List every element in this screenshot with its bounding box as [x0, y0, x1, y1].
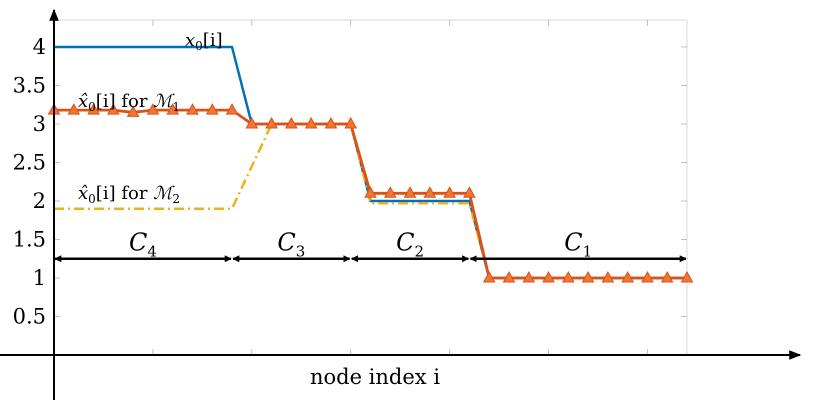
cluster-label: C4	[129, 229, 157, 261]
y-tick-label: 3.5	[13, 73, 46, 97]
series-m1-marker	[423, 186, 437, 198]
series-m1-marker	[304, 116, 318, 129]
series-m1-marker	[146, 103, 160, 115]
series-m1-marker	[561, 270, 575, 283]
y-tick-label: 2	[33, 189, 46, 213]
series-m1-marker	[265, 116, 278, 129]
series-m1-marker	[621, 270, 635, 283]
y-tick-label: 0.5	[13, 304, 46, 328]
x-axis-label: node index i	[310, 365, 440, 389]
series-labels: x0[i] x̂0[i] for ℳ1 x̂0[i] for ℳ2	[78, 30, 223, 206]
series-m1-marker	[601, 270, 615, 283]
y-tick-label: 1.5	[13, 227, 46, 251]
series-m1-marker	[581, 270, 595, 283]
series-m1-marker	[660, 270, 674, 283]
cluster-label: C3	[277, 229, 305, 261]
label-m2: x̂0[i] for ℳ2	[78, 183, 180, 206]
y-tick-label: 2.5	[13, 150, 46, 174]
series-m1-marker	[186, 103, 199, 115]
series-m1-marker	[126, 105, 140, 117]
series-m1-marker	[482, 270, 496, 283]
series-m1-marker	[324, 116, 338, 129]
series-m1-marker	[245, 116, 259, 129]
series-m1-marker	[166, 103, 180, 115]
series-m1-marker	[225, 103, 239, 115]
y-tick-label: 4	[33, 35, 46, 59]
series-m1-marker	[285, 116, 298, 129]
label-x0: x0[i]	[185, 30, 223, 53]
y-tick-label: 3	[33, 112, 46, 136]
series-m1-marker	[364, 186, 377, 198]
cluster-annotations: C4 C3 C2 C1	[54, 229, 687, 263]
series-m1-marker	[67, 103, 81, 115]
tick-group: 0.5 1 1.5 2 2.5 3 3.5 4	[13, 20, 687, 355]
series-m1-marker	[205, 103, 219, 115]
series-m1-marker	[106, 103, 120, 115]
series-m1-marker	[443, 186, 456, 198]
series-m1-marker	[383, 186, 397, 198]
series-m1-marker	[463, 186, 476, 198]
series-m1-marker	[542, 270, 555, 283]
series-m1-marker	[87, 103, 100, 115]
series-m1-marker	[680, 270, 694, 283]
cluster-label: C2	[396, 229, 424, 261]
series-m1-marker	[403, 186, 417, 198]
label-m1: x̂0[i] for ℳ1	[78, 91, 180, 114]
series-m1-marker	[502, 270, 516, 283]
series-m1-marker	[344, 116, 358, 129]
y-tick-label: 1	[33, 266, 46, 290]
series-m1-marker	[522, 270, 536, 283]
cluster-label: C1	[564, 229, 592, 261]
series-m1-marker	[641, 270, 654, 283]
